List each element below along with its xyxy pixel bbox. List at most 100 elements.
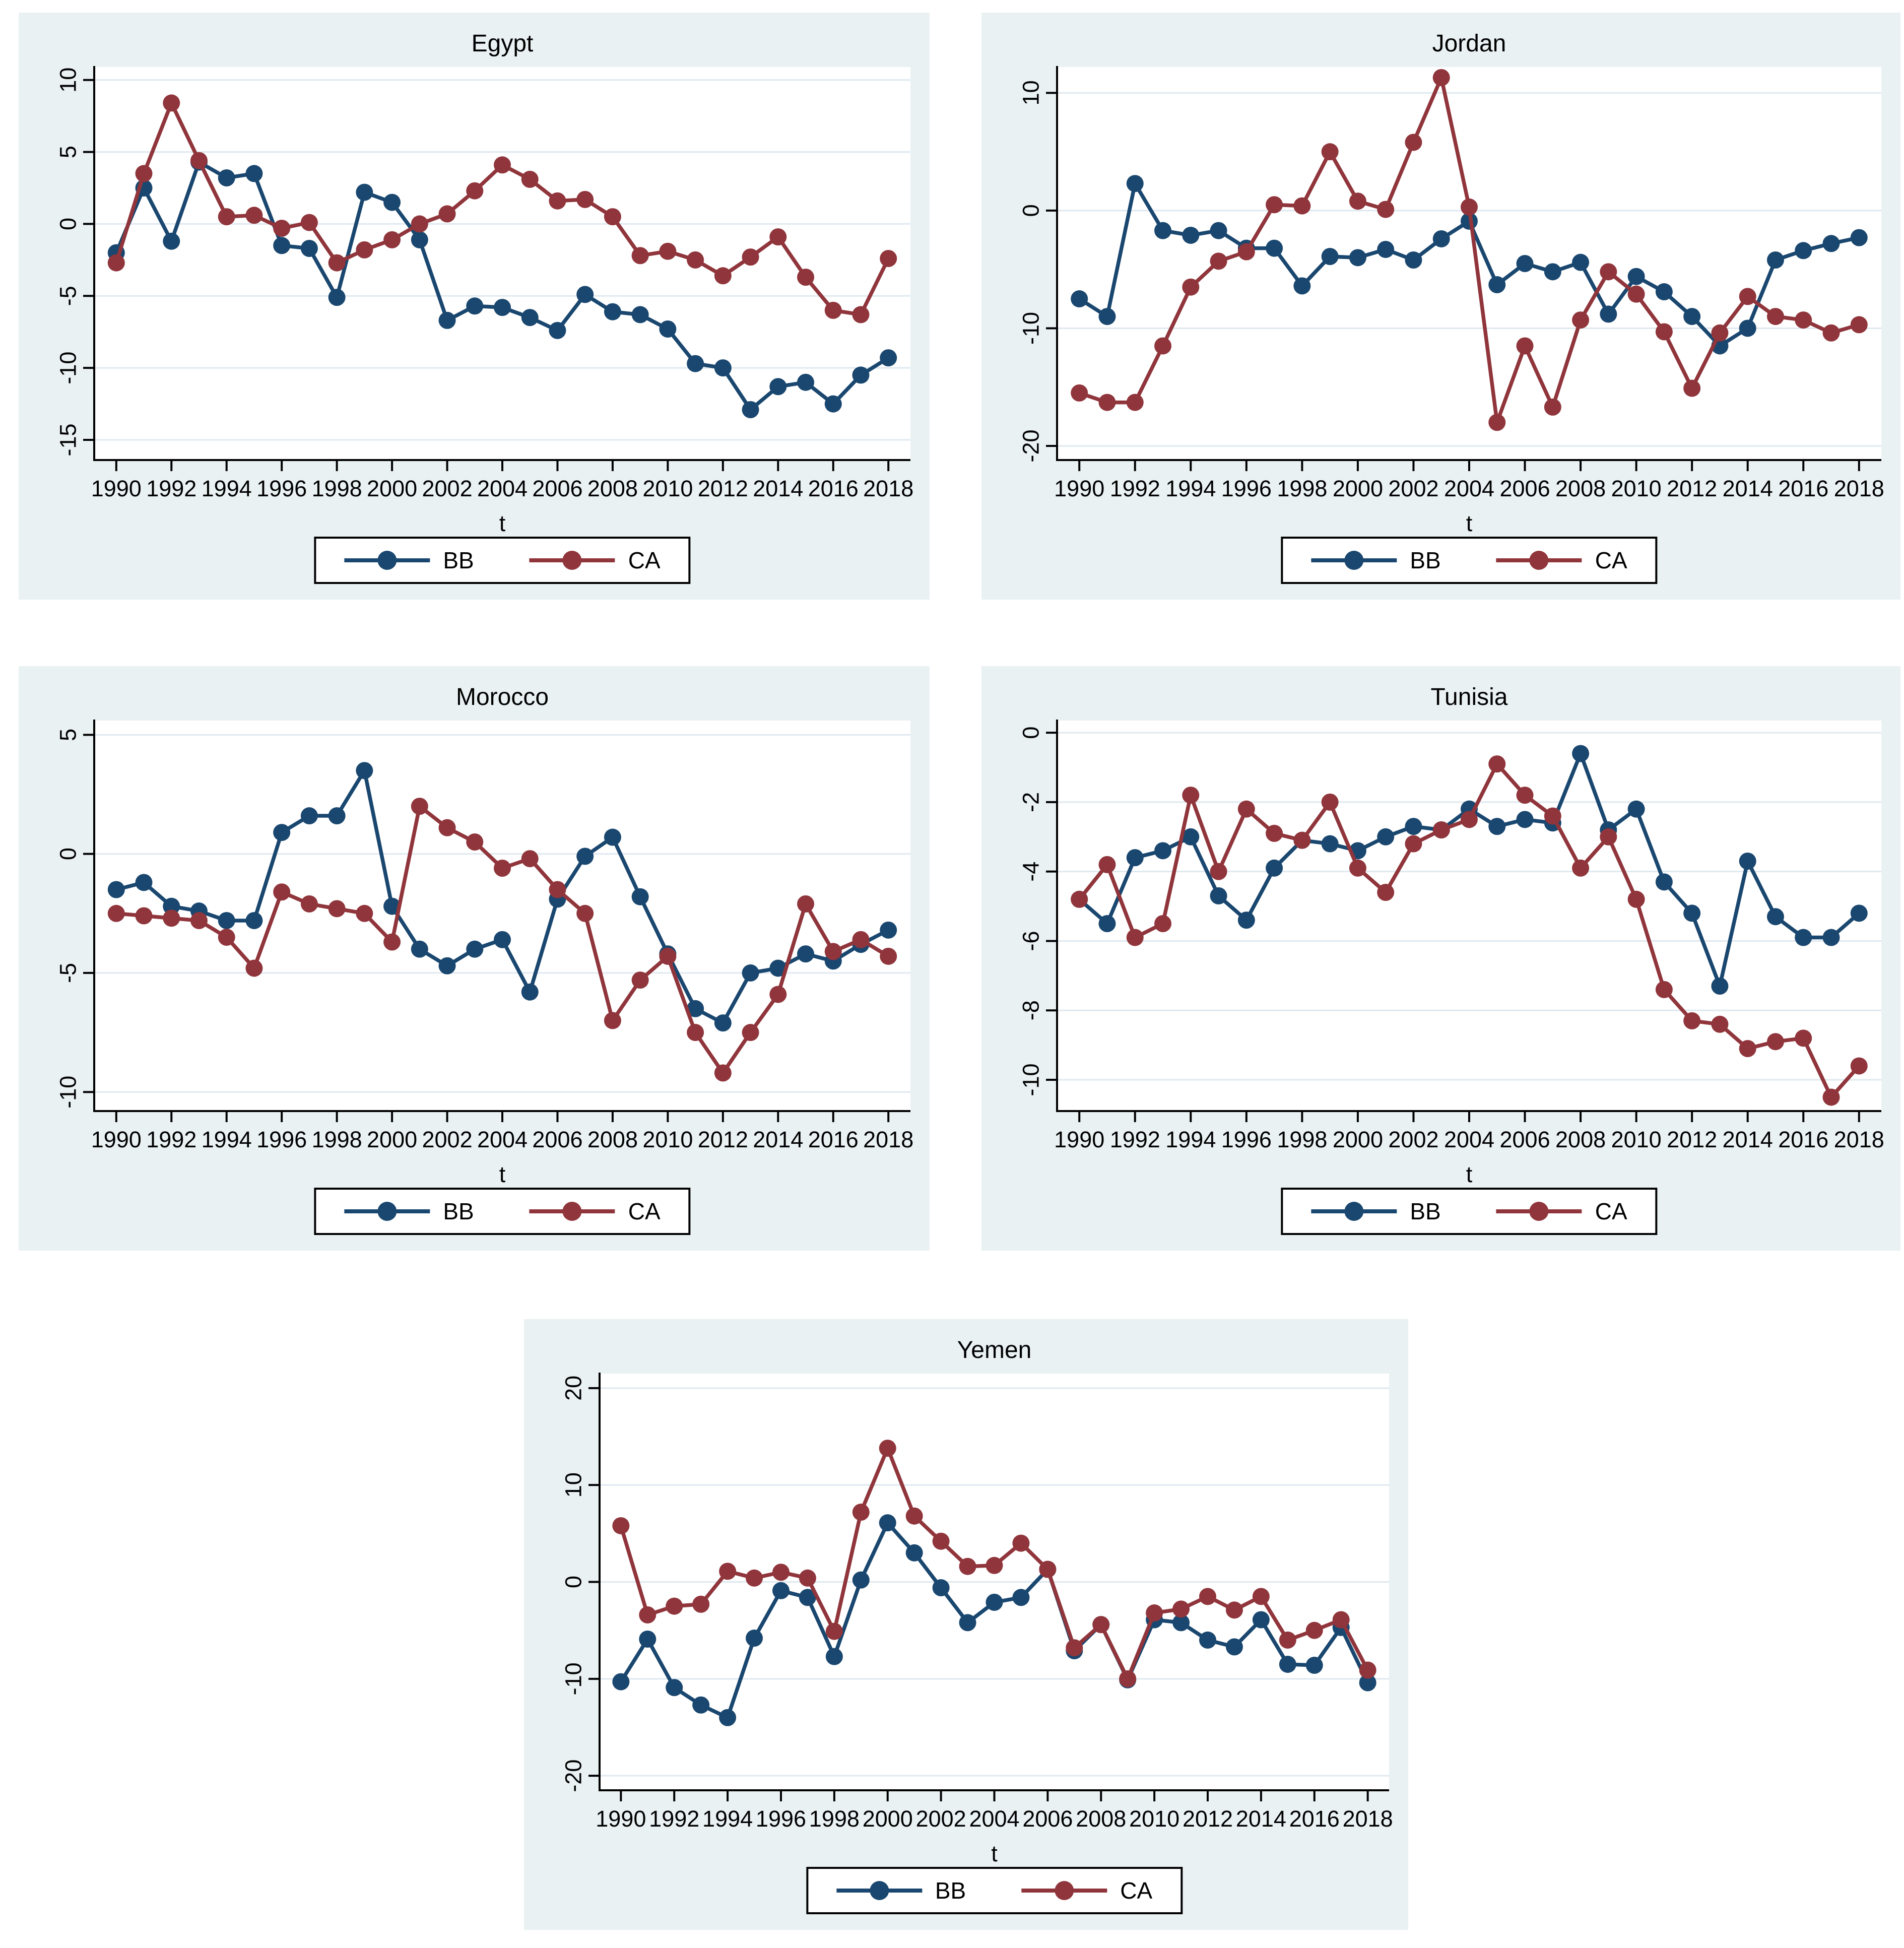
y-tick-label: 0: [561, 1576, 586, 1588]
x-tick-label: 1990: [1054, 1127, 1104, 1152]
x-axis-label: t: [499, 1161, 506, 1187]
bb-data-point: [659, 320, 677, 338]
ca-data-point: [438, 819, 456, 836]
legend-label-ca: CA: [1595, 547, 1627, 573]
bb-data-point: [163, 897, 180, 915]
ca-data-point: [1850, 316, 1868, 334]
x-tick-label: 2004: [969, 1806, 1019, 1832]
x-tick-label: 2012: [1667, 1127, 1717, 1152]
x-tick-label: 2018: [1834, 476, 1884, 501]
ca-data-point: [1349, 192, 1366, 210]
x-tick-label: 2008: [587, 1127, 638, 1152]
bb-data-point: [107, 881, 125, 898]
ca-data-point: [1279, 1631, 1296, 1649]
bb-data-point: [746, 1630, 763, 1647]
y-tick-label: -10: [561, 1662, 586, 1695]
x-tick-label: 2006: [1499, 476, 1550, 501]
bb-line-marker-icon: [1311, 1201, 1397, 1221]
legend-item-bb: BB: [344, 549, 474, 572]
ca-data-point: [1627, 285, 1645, 303]
bb-data-point: [383, 897, 401, 915]
y-tick-label: -15: [55, 423, 81, 456]
chart-panel-jordan: Jordan 10 0 -10 -20 1990 1992 1994 1996 1998 2000…: [981, 13, 1900, 600]
bb-data-point: [1098, 915, 1116, 932]
ca-data-point: [772, 1564, 790, 1581]
legend-label-bb: BB: [1410, 547, 1441, 573]
x-tick-label: 1992: [146, 1127, 196, 1152]
ca-data-point: [769, 228, 787, 246]
ca-data-point: [1199, 1588, 1217, 1605]
x-tick-label: 1998: [312, 1127, 362, 1152]
y-tick-label: -4: [1018, 862, 1044, 882]
legend-label-ca: CA: [1120, 1877, 1153, 1904]
bb-data-point: [1126, 849, 1144, 867]
bb-data-point: [1182, 828, 1200, 846]
bb-data-point: [438, 957, 456, 975]
x-tick-label: 1992: [649, 1806, 699, 1832]
x-tick-label: 2002: [422, 476, 472, 501]
y-tick-label: 10: [55, 68, 81, 93]
x-tick-label: 1994: [202, 476, 252, 501]
x-tick-label: 2008: [1076, 1806, 1126, 1832]
x-tick-label: 1996: [256, 1127, 307, 1152]
y-tick-label: -6: [1018, 931, 1044, 951]
bb-data-point: [799, 1589, 816, 1606]
ca-data-point: [107, 254, 125, 272]
bb-data-point: [692, 1696, 710, 1714]
ca-data-point: [1544, 807, 1561, 825]
x-tick-label: 2016: [1289, 1806, 1340, 1832]
bb-line-marker-icon: [344, 550, 430, 570]
ca-data-point: [879, 1440, 896, 1457]
ca-data-point: [1071, 890, 1088, 908]
x-tick-label: 2002: [916, 1806, 966, 1832]
bb-data-point: [612, 1673, 630, 1691]
bb-data-point: [1600, 305, 1617, 323]
ca-line-marker-icon: [1021, 1880, 1107, 1901]
ca-data-point: [1516, 787, 1534, 804]
ca-data-point: [1461, 198, 1478, 216]
x-tick-label: 2008: [587, 476, 638, 501]
bb-data-point: [328, 289, 346, 306]
legend-label-bb: BB: [443, 1198, 474, 1224]
bb-data-point: [1210, 222, 1227, 239]
ca-data-point: [1683, 1012, 1701, 1029]
y-tick-label: 20: [561, 1376, 586, 1401]
bb-data-point: [742, 964, 759, 982]
bb-data-point: [1359, 1674, 1376, 1692]
x-tick-label: 2012: [698, 476, 748, 501]
bb-data-point: [1199, 1631, 1217, 1649]
legend-label-bb: BB: [443, 547, 474, 573]
x-tick-label: 1994: [702, 1806, 753, 1832]
y-tick-label: 0: [55, 218, 81, 230]
ca-data-point: [1488, 414, 1506, 431]
x-tick-label: 2000: [1333, 1127, 1383, 1152]
ca-data-point: [383, 231, 401, 248]
bb-data-point: [1225, 1638, 1243, 1656]
y-tick-label: -8: [1018, 1000, 1044, 1020]
x-tick-label: 2010: [642, 1127, 693, 1152]
bb-data-point: [604, 303, 621, 320]
ca-data-point: [852, 1504, 870, 1521]
plot-area: [1057, 67, 1881, 460]
bb-data-point: [411, 231, 428, 248]
y-tick-label: 10: [1018, 80, 1044, 105]
x-tick-label: 1994: [202, 1127, 252, 1152]
legend-item-ca: CA: [1496, 549, 1627, 572]
bb-data-point: [1795, 929, 1812, 946]
y-tick-label: -5: [55, 286, 81, 306]
chart-title: Egypt: [471, 30, 534, 57]
bb-data-point: [466, 297, 484, 315]
chart-panel-egypt: Egypt 10 5 0 -5 -10 -15 1990 1992 1994 1996 1998 20…: [19, 13, 930, 600]
ca-data-point: [163, 94, 180, 112]
y-tick-label: -20: [561, 1760, 586, 1792]
bb-data-point: [631, 888, 649, 905]
ca-data-point: [852, 306, 870, 323]
chart-title: Yemen: [957, 1337, 1032, 1363]
ca-data-point: [1182, 278, 1200, 296]
ca-data-point: [746, 1569, 763, 1587]
ca-data-point: [1210, 252, 1227, 270]
ca-data-point: [163, 910, 180, 927]
ca-data-point: [576, 190, 594, 208]
ca-data-point: [1850, 1057, 1868, 1075]
